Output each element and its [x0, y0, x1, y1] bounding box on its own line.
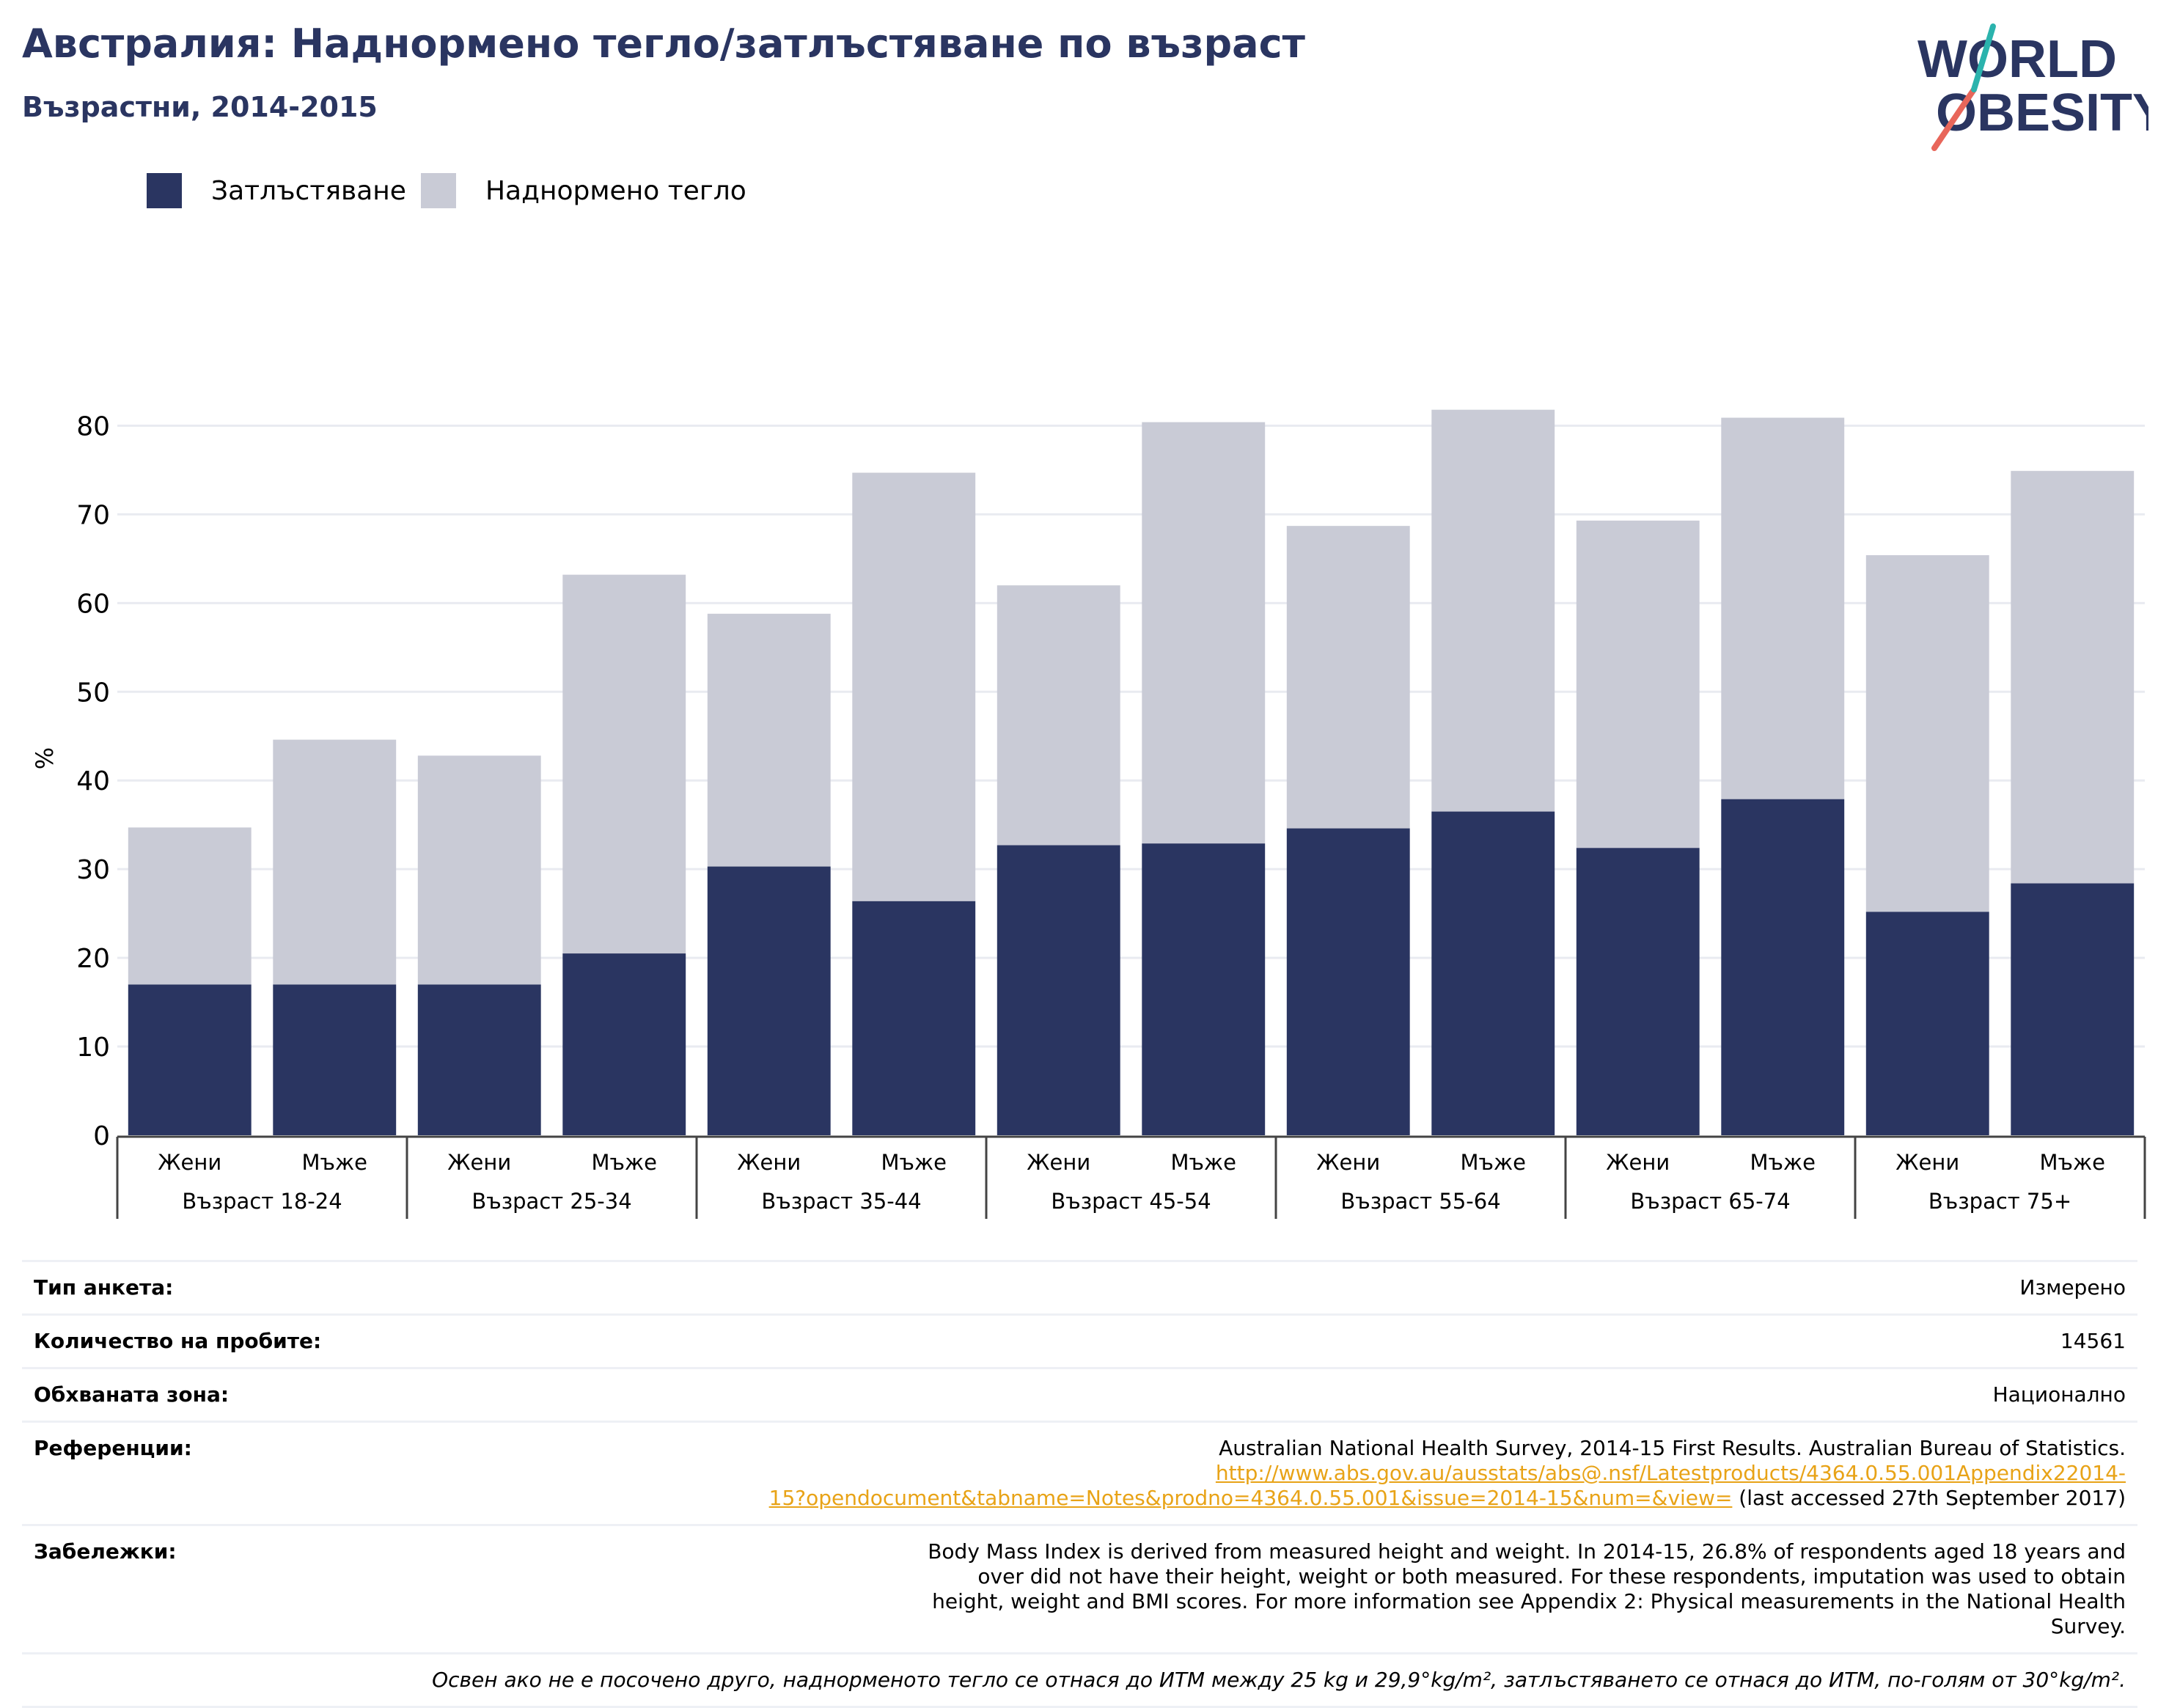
- y-tick-label: 20: [76, 944, 110, 974]
- bar-overweight: [1431, 409, 1555, 812]
- bar-overweight: [852, 472, 976, 901]
- logo-slash-teal: [1971, 23, 1996, 92]
- x-tick-label: Жени: [1027, 1150, 1090, 1175]
- bar-obesity: [852, 901, 976, 1135]
- y-tick-label: 10: [76, 1033, 110, 1063]
- legend-swatch-overweight: [420, 173, 456, 208]
- bar-overweight: [562, 574, 686, 954]
- logo-text-world: WORLD: [1917, 30, 2117, 89]
- info-value: 14561: [412, 1313, 2137, 1368]
- info-row-footnote: Освен ако не е посочено друго, наднормен…: [22, 1652, 2137, 1708]
- y-tick-label: 80: [76, 411, 110, 441]
- bar-obesity: [128, 984, 252, 1135]
- legend-item-overweight[interactable]: Наднормено тегло: [420, 173, 746, 208]
- legend-label-overweight: Наднормено тегло: [485, 175, 746, 206]
- x-tick-label: Мъже: [592, 1150, 657, 1175]
- reference-link-part2: 15?opendocument&tabname=Notes&prodno=436…: [768, 1486, 1733, 1510]
- group-label: Възраст 18-24: [182, 1189, 342, 1214]
- logo-text-obesity: OBESITY: [1936, 84, 2148, 142]
- bar-overweight: [273, 739, 397, 985]
- x-tick-label: Жени: [1606, 1150, 1670, 1175]
- bar-obesity: [1142, 843, 1266, 1135]
- bar-chart: 0 10 20 30 40 50 60 70 80% Жени Мъже Жени Мъже Жени Мъ…: [31, 409, 2146, 1219]
- group-label: Възраст 45-54: [1051, 1189, 1211, 1214]
- group-label: Възраст 65-74: [1630, 1189, 1790, 1214]
- bar-overweight: [128, 827, 252, 985]
- bar-obesity: [2011, 883, 2135, 1135]
- bar-overweight: [417, 755, 541, 985]
- info-row-references: Референции: Australian National Health S…: [22, 1421, 2137, 1525]
- y-tick-label: 0: [93, 1121, 110, 1151]
- footnote-text: Освен ако не е посочено друго, наднормен…: [22, 1652, 2137, 1708]
- x-tick-label: Жени: [447, 1150, 511, 1175]
- bar-overweight: [1286, 526, 1410, 829]
- info-row-sample-size: Количество на пробите: 14561: [22, 1313, 2137, 1368]
- group-label: Възраст 25-34: [471, 1189, 631, 1214]
- bar-overweight: [1142, 422, 1266, 844]
- reference-link[interactable]: http://www.abs.gov.au/ausstats/abs@.nsf/…: [769, 1461, 2126, 1510]
- bar-obesity: [417, 984, 541, 1135]
- bar-overweight: [2011, 471, 2135, 884]
- legend-item-obesity[interactable]: Затлъстяване: [147, 173, 406, 208]
- x-tick-label: Жени: [1316, 1150, 1380, 1175]
- group-label: Възраст 35-44: [761, 1189, 921, 1214]
- bar-obesity: [1721, 799, 1845, 1135]
- logo-slash-coral: [1931, 87, 1977, 151]
- y-tick-label: 50: [76, 678, 110, 708]
- info-label: Тип анкета:: [22, 1260, 412, 1315]
- y-axis-label: %: [31, 747, 59, 769]
- bar-obesity: [1865, 912, 1989, 1135]
- bar-obesity: [1286, 828, 1410, 1135]
- x-tick-label: Мъже: [1461, 1150, 1526, 1175]
- x-tick-label: Мъже: [302, 1150, 367, 1175]
- info-label: Количество на пробите:: [22, 1313, 412, 1368]
- group-label: Възраст 55-64: [1340, 1189, 1500, 1214]
- y-tick-label: 30: [76, 855, 110, 885]
- info-row-survey-type: Тип анкета: Измерено: [22, 1260, 2137, 1315]
- notes-text: Body Mass Index is derived from measured…: [412, 1524, 2137, 1654]
- reference-link-part1: http://www.abs.gov.au/ausstats/abs@.nsf/…: [1215, 1461, 2126, 1485]
- bar-obesity: [1431, 811, 1555, 1135]
- bar-overweight: [1865, 555, 1989, 912]
- legend-swatch-obesity: [147, 173, 182, 208]
- x-tick-label: Мъже: [2040, 1150, 2105, 1175]
- references-value: Australian National Health Survey, 2014-…: [412, 1421, 2137, 1525]
- references-text: Australian National Health Survey, 2014-…: [1219, 1436, 2126, 1460]
- chart-subtitle: Възрастни, 2014-2015: [22, 91, 378, 123]
- y-tick-label: 70: [76, 500, 110, 530]
- y-tick-label: 40: [76, 766, 110, 796]
- notes-label: Забележки:: [22, 1524, 412, 1654]
- chart-legend: Затлъстяване Наднормено тегло: [147, 169, 761, 213]
- bar-obesity: [562, 953, 686, 1135]
- world-obesity-logo: WORLD OBESITY: [1917, 23, 2148, 151]
- x-tick-label: Жени: [737, 1150, 801, 1175]
- reference-accessed: (last accessed 27th September 2017): [1732, 1486, 2126, 1510]
- bar-overweight: [707, 613, 831, 867]
- x-tick-label: Мъже: [881, 1150, 947, 1175]
- info-value: Измерено: [412, 1260, 2137, 1315]
- bar-overweight: [997, 585, 1120, 846]
- x-tick-label: Мъже: [1750, 1150, 1816, 1175]
- chart-title: Австралия: Наднормено тегло/затлъстяване…: [22, 21, 1305, 67]
- bar-obesity: [273, 984, 397, 1135]
- bar-overweight: [1576, 520, 1700, 848]
- info-row-notes: Забележки: Body Mass Index is derived fr…: [22, 1524, 2137, 1654]
- group-label: Възраст 75+: [1928, 1189, 2071, 1214]
- info-row-area-covered: Обхваната зона: Национално: [22, 1367, 2137, 1422]
- x-tick-label: Жени: [158, 1150, 221, 1175]
- y-tick-label: 60: [76, 589, 110, 619]
- references-label: Референции:: [22, 1421, 412, 1525]
- x-tick-label: Мъже: [1171, 1150, 1236, 1175]
- bar-obesity: [1576, 848, 1700, 1135]
- legend-label-obesity: Затлъстяване: [211, 175, 406, 206]
- survey-info-table: Тип анкета: Измерено Количество на проби…: [22, 1260, 2137, 1708]
- bar-overweight: [1721, 417, 1845, 799]
- bar-obesity: [997, 845, 1120, 1135]
- x-tick-label: Жени: [1895, 1150, 1959, 1175]
- bar-obesity: [707, 866, 831, 1135]
- info-label: Обхваната зона:: [22, 1367, 412, 1422]
- info-value: Национално: [412, 1367, 2137, 1422]
